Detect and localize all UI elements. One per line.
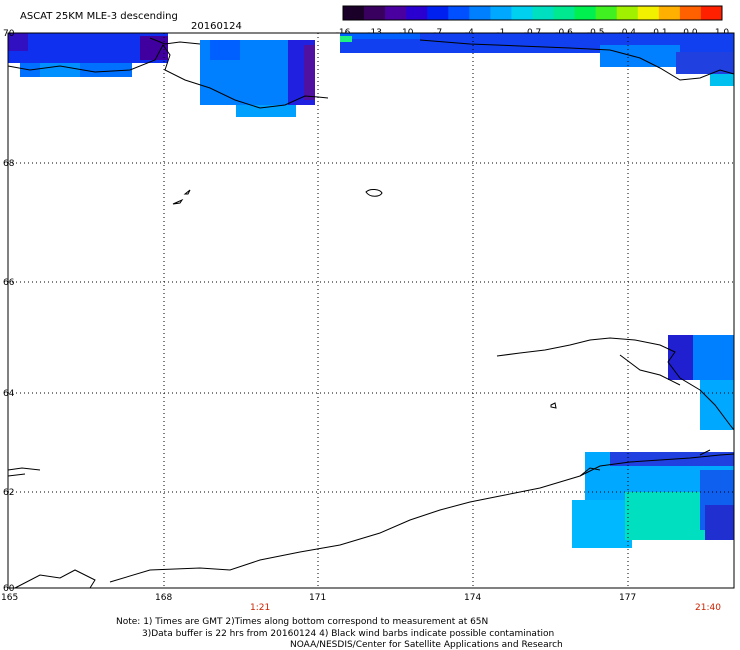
colorbar-swatch [532, 6, 555, 20]
colorbar-swatch [637, 6, 660, 20]
note-line-3: NOAA/NESDIS/Center for Satellite Applica… [290, 640, 563, 650]
colorbar-swatch [658, 6, 681, 20]
wind-swath-southeast [572, 452, 734, 548]
colorbar-swatch [448, 6, 470, 20]
colorbar-swatch [574, 6, 597, 20]
colorbar-swatch [427, 6, 449, 20]
colorbar-swatch [490, 6, 512, 20]
lat-label-70: 70 [3, 29, 15, 39]
graticule [8, 33, 734, 588]
wind-swath-north-central [200, 40, 315, 117]
note-line-2: 3)Data buffer is 22 hrs from 20160124 4)… [142, 629, 554, 639]
colorbar-swatch [511, 6, 533, 20]
coastlines [7, 37, 735, 589]
plot-frame [7, 32, 735, 589]
colorbar-swatch [553, 6, 576, 20]
lon-label-171: 171 [309, 593, 326, 603]
colorbar-swatch [679, 6, 702, 20]
colorbar-swatch [469, 6, 491, 20]
colorbar-swatch [385, 6, 407, 20]
wind-swath-northwest [8, 33, 168, 77]
lon-label-168: 168 [155, 593, 172, 603]
lon-label-177: 177 [619, 593, 636, 603]
lon-label-174: 174 [464, 593, 481, 603]
wind-swath-east-64n [668, 335, 734, 430]
map-title: ASCAT 25KM MLE-3 descending [20, 11, 178, 22]
lat-label-68: 68 [3, 159, 15, 169]
colorbar-border [342, 5, 723, 21]
wind-swath-northeast [340, 33, 734, 86]
lat-label-64: 64 [3, 389, 15, 399]
colorbar-swatch [343, 6, 365, 20]
colorbar-swatch [700, 6, 723, 20]
time-label-right: 21:40 [695, 603, 721, 613]
map-date: 20160124 [191, 21, 242, 32]
time-label-left: 1:21 [250, 603, 270, 613]
colorbar-swatch [616, 6, 639, 20]
colorbar-swatch [595, 6, 618, 20]
lon-label-165: 165 [1, 593, 18, 603]
note-line-1: Note: 1) Times are GMT 2)Times along bot… [116, 617, 488, 627]
lat-label-62: 62 [3, 488, 14, 498]
lat-label-66: 66 [3, 278, 15, 288]
colorbar-swatch [406, 6, 428, 20]
lat-label-60: 60 [3, 584, 15, 594]
colorbar-swatch [364, 6, 386, 20]
colorbar [342, 5, 723, 21]
